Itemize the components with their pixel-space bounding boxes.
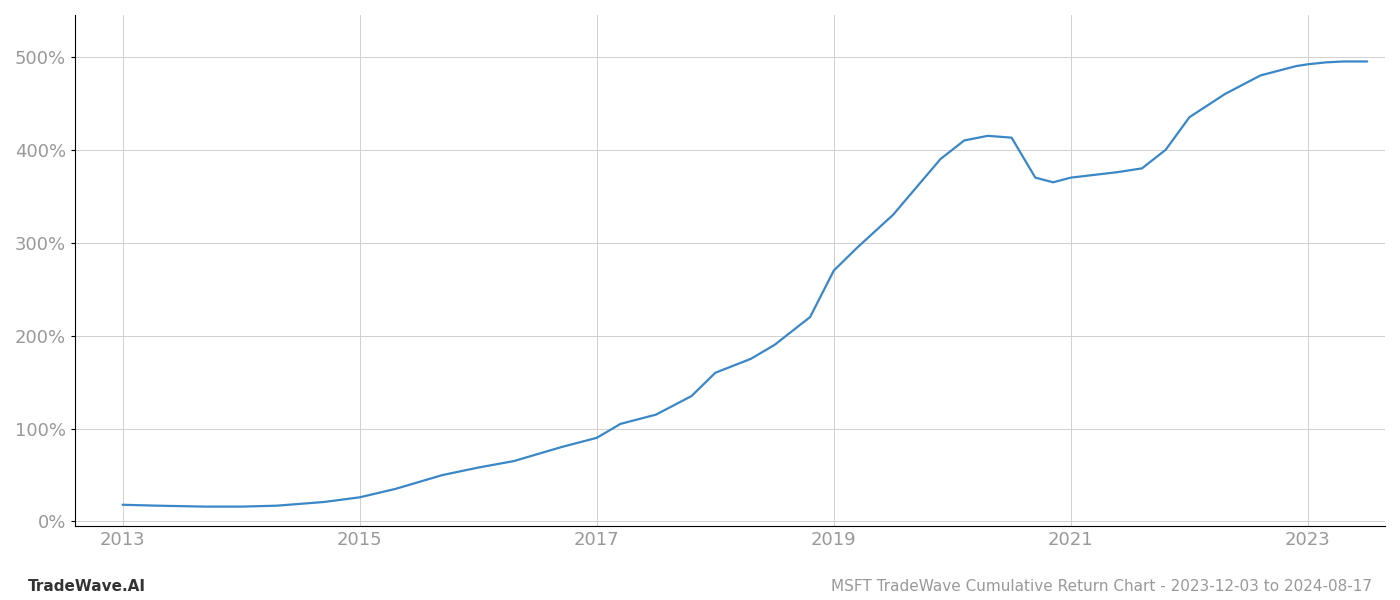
- Text: MSFT TradeWave Cumulative Return Chart - 2023-12-03 to 2024-08-17: MSFT TradeWave Cumulative Return Chart -…: [832, 579, 1372, 594]
- Text: TradeWave.AI: TradeWave.AI: [28, 579, 146, 594]
